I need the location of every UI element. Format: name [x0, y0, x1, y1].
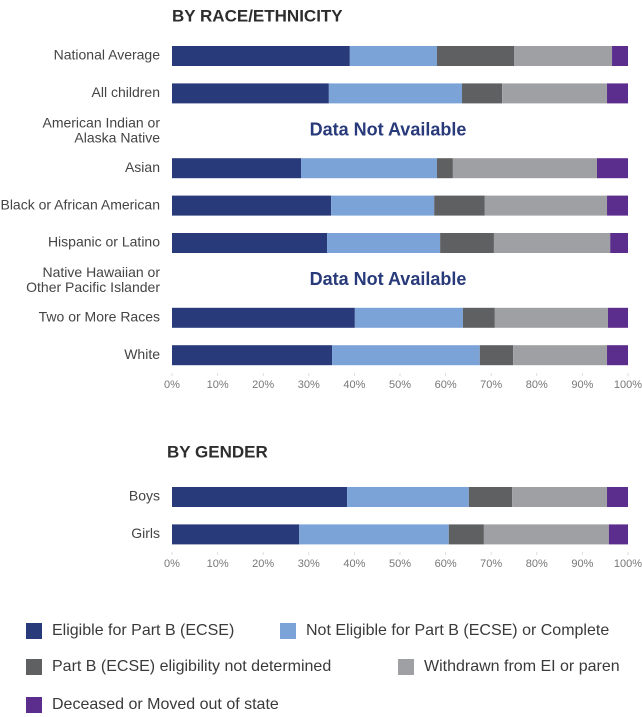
bar-segment: [354, 307, 463, 328]
chart-title: BY RACE/ETHNICITY: [172, 6, 343, 25]
x-tick-label: 0%: [164, 558, 180, 570]
bar-segment: [612, 46, 628, 66]
x-tick-label: 10%: [207, 558, 229, 570]
bar-segment: [468, 487, 513, 507]
legend-swatch: [398, 659, 414, 675]
bar-segment: [332, 345, 480, 366]
category-label: Boys: [129, 488, 160, 504]
bar-segment: [434, 195, 485, 216]
annotation: Data Not Available: [310, 120, 467, 140]
legend-label: Not Eligible for Part B (ECSE) or Comple…: [306, 622, 609, 639]
legend-swatch: [26, 697, 42, 713]
legend-swatch: [26, 623, 42, 639]
bar-segment: [514, 46, 613, 66]
bar-segment: [608, 524, 628, 545]
bar-segment: [172, 195, 332, 216]
category-label: American Indian or Alaska Native: [42, 114, 160, 145]
bar-segment: [483, 524, 609, 545]
bar-segment: [440, 233, 494, 253]
bar-segment: [484, 195, 608, 216]
bar-segment: [479, 345, 514, 366]
bar-segment: [436, 158, 453, 179]
chart-title: BY GENDER: [167, 442, 268, 461]
legend-label: Deceased or Moved out of state: [52, 696, 279, 713]
x-tick-label: 50%: [389, 558, 411, 570]
bar-segment: [172, 524, 300, 545]
bar-segment: [172, 233, 328, 253]
bar-segment: [172, 307, 355, 328]
category-label: Native Hawaiian or Other Pacific Islander: [26, 264, 160, 295]
bar-segment: [462, 83, 503, 104]
category-label: All children: [92, 84, 160, 100]
x-tick-label: 60%: [435, 558, 457, 570]
bar-segment: [301, 158, 437, 179]
bar-segment: [607, 83, 628, 104]
bar-segment: [502, 83, 608, 104]
legend-label: Withdrawn from EI or paren: [424, 658, 620, 675]
category-label: Two or More Races: [39, 309, 160, 325]
bar-segment: [436, 46, 514, 66]
bar-segment: [462, 307, 495, 328]
x-tick-label: 50%: [389, 379, 411, 391]
legend-swatch: [280, 623, 296, 639]
bar-segment: [448, 524, 484, 545]
bar-segment: [513, 345, 608, 366]
bar-segment: [607, 487, 628, 507]
x-tick-label: 20%: [252, 558, 274, 570]
bar-segment: [172, 487, 348, 507]
category-label: Asian: [125, 159, 160, 175]
x-tick-label: 40%: [343, 558, 365, 570]
annotation: Data Not Available: [310, 269, 467, 289]
bar-segment: [607, 195, 628, 216]
legend-swatch: [26, 659, 42, 675]
bar-segment: [452, 158, 597, 179]
x-tick-label: 40%: [343, 379, 365, 391]
bar-segment: [607, 345, 628, 366]
bar-segment: [494, 307, 608, 328]
bar-segment: [610, 233, 628, 253]
x-tick-label: 80%: [526, 379, 548, 391]
x-tick-label: 80%: [526, 558, 548, 570]
legend-label: Eligible for Part B (ECSE): [52, 622, 234, 639]
bar-segment: [596, 158, 628, 179]
x-tick-label: 100%: [614, 379, 642, 391]
x-tick-label: 100%: [614, 558, 642, 570]
x-tick-label: 90%: [571, 379, 593, 391]
x-tick-label: 10%: [207, 379, 229, 391]
bar-segment: [327, 233, 441, 253]
x-tick-label: 30%: [298, 558, 320, 570]
bar-segment: [172, 83, 329, 104]
x-tick-label: 90%: [571, 558, 593, 570]
x-tick-label: 30%: [298, 379, 320, 391]
bar-segment: [607, 307, 628, 328]
bar-segment: [493, 233, 611, 253]
category-label: National Average: [54, 47, 161, 63]
bar-segment: [172, 345, 333, 366]
bar-segment: [331, 195, 435, 216]
legend-label: Part B (ECSE) eligibility not determined: [52, 658, 331, 675]
x-tick-label: 70%: [480, 379, 502, 391]
bar-segment: [172, 158, 302, 179]
bar-segment: [512, 487, 608, 507]
bar-segment: [328, 83, 463, 104]
category-label: White: [124, 346, 160, 362]
x-tick-label: 70%: [480, 558, 502, 570]
x-tick-label: 0%: [164, 379, 180, 391]
category-label: Black or African American: [0, 196, 160, 212]
bar-segment: [349, 46, 437, 66]
x-tick-label: 20%: [252, 379, 274, 391]
bar-segment: [299, 524, 449, 545]
x-tick-label: 60%: [435, 379, 457, 391]
bar-segment: [347, 487, 469, 507]
bar-segment: [172, 46, 350, 66]
category-label: Girls: [131, 525, 160, 541]
category-label: Hispanic or Latino: [48, 234, 160, 250]
